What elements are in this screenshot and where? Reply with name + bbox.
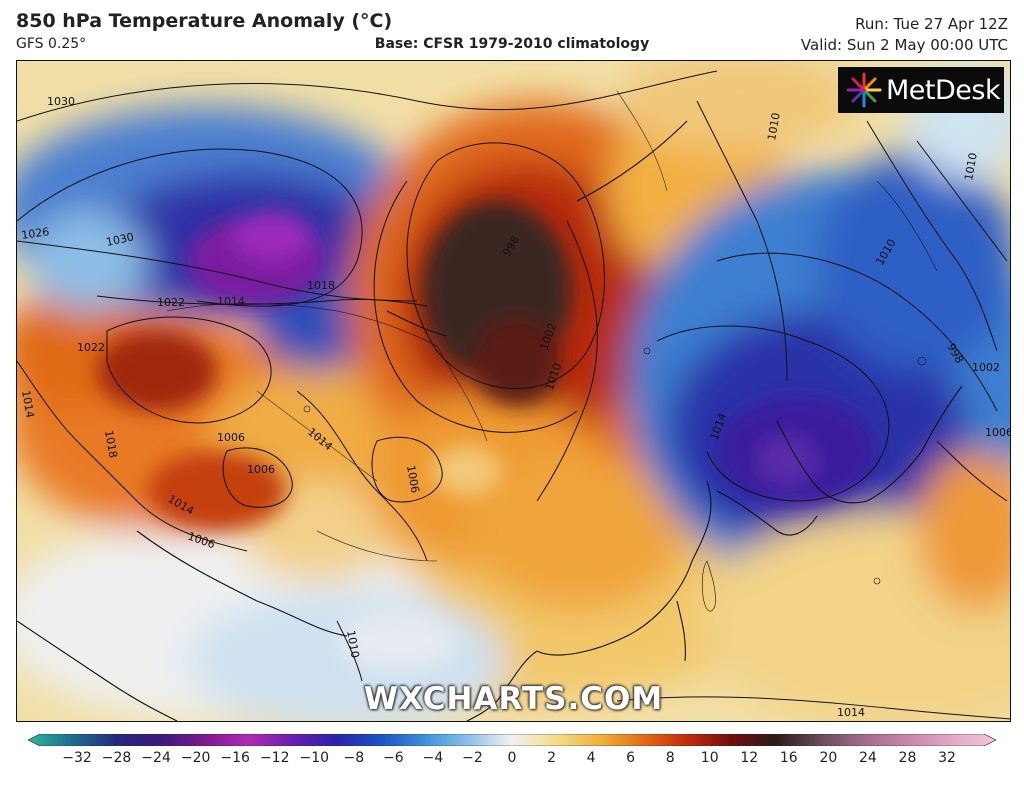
run-time: Run: Tue 27 Apr 12Z: [855, 15, 1008, 33]
colorbar-tick-label: 6: [626, 750, 636, 766]
base-climatology: Base: CFSR 1979-2010 climatology: [374, 36, 650, 52]
isobar-label: 1006: [404, 464, 422, 494]
isobar-label: 1010: [344, 629, 362, 659]
logo-text: MetDesk: [886, 74, 1001, 106]
colorbar-tick-label: 2: [547, 750, 556, 766]
colorbar-body: [28, 734, 996, 746]
isobar-label: 1006: [217, 431, 245, 444]
isobar-label: 1026: [21, 225, 51, 242]
colorbar-tick-label: −10: [299, 750, 330, 766]
isobar-label: 1014: [217, 295, 245, 308]
metdesk-burst-icon: [846, 72, 882, 108]
isobar-label: 1010: [765, 112, 783, 142]
isobar-label: 1014: [837, 706, 865, 719]
isobar-label: 1006: [247, 463, 275, 476]
watermark: WXCHARTS.COM: [363, 681, 664, 717]
colorbar-tick-label: 10: [700, 750, 719, 766]
colorbar-tick-label: −12: [259, 750, 290, 766]
colorbar-tick-label: −2: [462, 750, 483, 766]
colorbar: [28, 734, 996, 746]
colorbar-tick-label: 16: [779, 750, 798, 766]
map-title: 850 hPa Temperature Anomaly (°C): [16, 10, 393, 32]
colorbar-tick-label: 0: [507, 750, 517, 766]
isobar-label: 1030: [105, 230, 135, 249]
colorbar-tick-label: 4: [586, 750, 596, 766]
colorbar-tick-label: −16: [220, 750, 250, 766]
isobar-label: 1018: [102, 429, 120, 459]
colorbar-tick-label: −24: [141, 750, 171, 766]
colorbar-ticks: −32 −28 −24 −20 −16 −12 −10 −8 −6 −4 −2 0 2 4 6 8 10 12 16…: [0, 750, 1024, 770]
colorbar-tick-label: −28: [101, 750, 132, 766]
model-name: GFS 0.25°: [16, 36, 87, 52]
colorbar-tick-label: 20: [819, 750, 838, 766]
valid-time: Valid: Sun 2 May 00:00 UTC: [800, 36, 1008, 54]
isobar-label: 1022: [157, 296, 185, 309]
colorbar-tick-label: 8: [665, 750, 675, 766]
colorbar-tick-label: −20: [180, 750, 211, 766]
colorbar-tick-label: −32: [62, 750, 92, 766]
colorbar-tick-label: −6: [383, 750, 404, 766]
colorbar-tick-label: 12: [740, 750, 759, 766]
isobar-label: 1002: [972, 361, 1000, 374]
colorbar-tick-label: 32: [938, 750, 956, 766]
colorbar-tick-label: −8: [343, 750, 365, 766]
anomaly-map: 1030 1030 1026 1022 1014 1018 998 1002 1010 1014 1…: [16, 60, 1011, 722]
colorbar-tick-label: 24: [858, 750, 877, 766]
isobar-label: 1022: [77, 341, 105, 354]
colorbar-tick-label: 28: [898, 750, 917, 766]
isobar-label: 1030: [47, 95, 75, 108]
isobar-label: 1014: [19, 389, 37, 419]
isobar-label: 1010: [962, 152, 980, 182]
metdesk-logo: MetDesk: [838, 67, 1004, 113]
isobar-label: 1018: [307, 279, 335, 292]
isobar-label: 1006: [985, 426, 1010, 439]
colorbar-tick-label: −4: [422, 750, 444, 766]
